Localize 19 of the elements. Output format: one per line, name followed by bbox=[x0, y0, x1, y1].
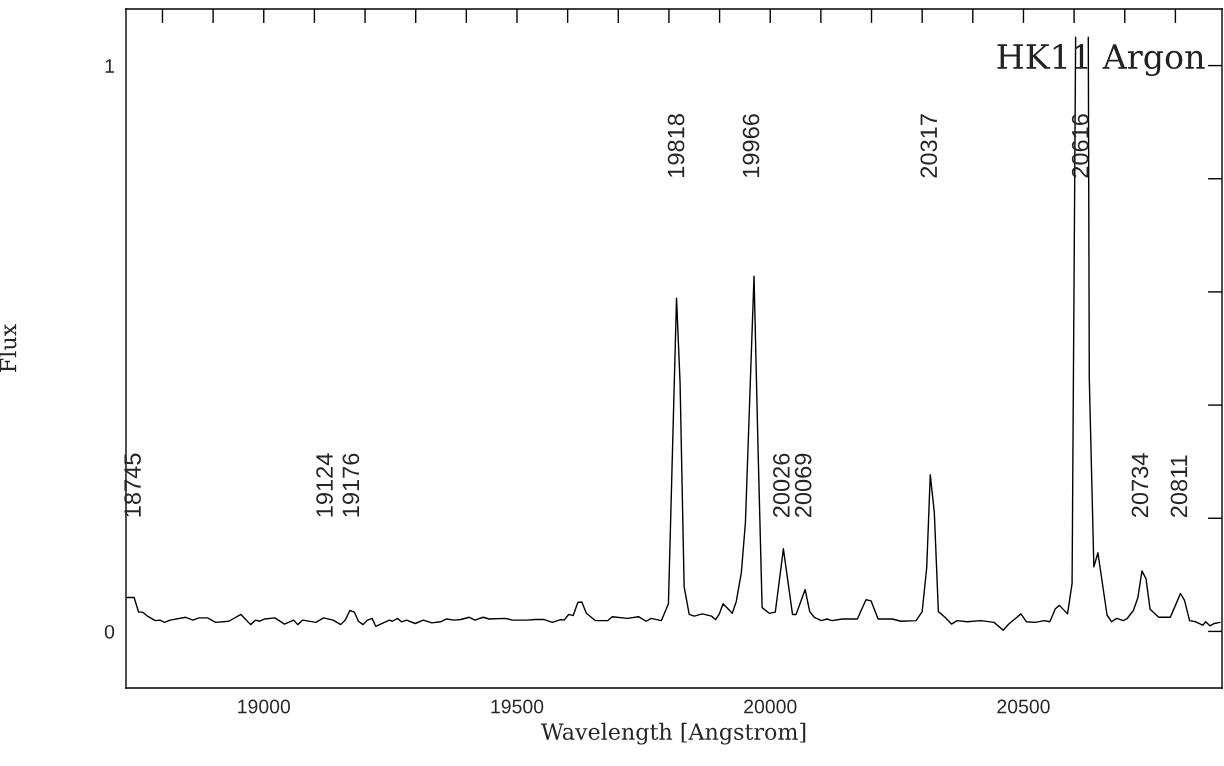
annotation: 20069 bbox=[794, 453, 812, 518]
annotation: 20026 bbox=[773, 453, 790, 518]
y-tick-label: 0 bbox=[104, 624, 115, 639]
annotation: 19966 bbox=[742, 114, 760, 177]
annotation: 20734 bbox=[1131, 453, 1149, 518]
annotation: 19176 bbox=[342, 453, 360, 517]
y-axis-title: Flux bbox=[0, 324, 17, 372]
x-tick-label: 19000 bbox=[238, 699, 291, 714]
annotation: 19818 bbox=[667, 114, 685, 177]
annotation: 20317 bbox=[920, 114, 938, 178]
x-tick-label: 20500 bbox=[997, 699, 1050, 714]
x-axis-title: Wavelength [Angstrom] bbox=[540, 722, 806, 745]
annotation: 20811 bbox=[1170, 455, 1188, 518]
x-tick-label: 19500 bbox=[491, 699, 544, 714]
x-tick-label: 20000 bbox=[744, 699, 797, 714]
annotation: 18745 bbox=[124, 453, 141, 517]
annotation: 19124 bbox=[316, 453, 333, 517]
y-tick-label: 1 bbox=[105, 59, 114, 73]
annotation: 20616 bbox=[1071, 114, 1089, 178]
